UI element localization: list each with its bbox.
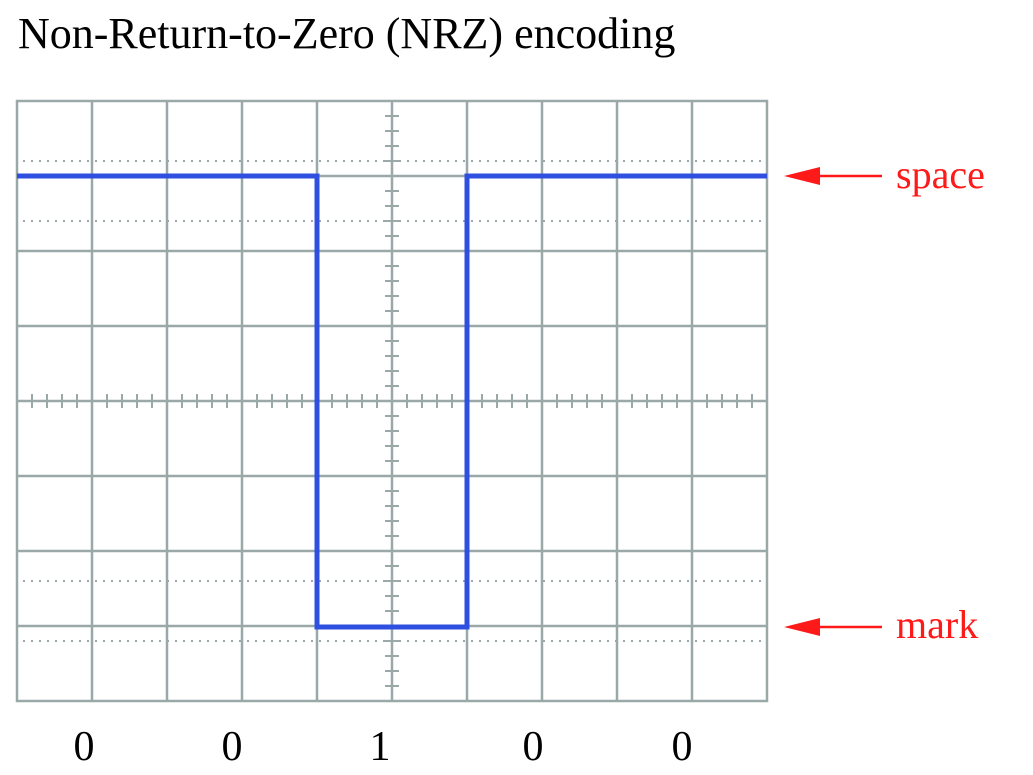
center-ticks <box>31 115 753 687</box>
bit-label: 0 <box>672 724 693 770</box>
mark-annotation: mark <box>784 602 978 647</box>
space-label: space <box>896 152 985 197</box>
diagram-title: Non-Return-to-Zero (NRZ) encoding <box>18 9 676 58</box>
bit-label: 1 <box>370 724 391 770</box>
nrz-signal-trace <box>17 173 767 630</box>
bit-label: 0 <box>74 724 95 770</box>
space-annotation: space <box>784 152 985 197</box>
space-arrow-head-icon <box>784 167 820 185</box>
bit-labels: 0 0 1 0 0 <box>74 724 693 770</box>
mark-label: mark <box>896 602 978 647</box>
bit-label: 0 <box>523 724 544 770</box>
bit-label: 0 <box>222 724 243 770</box>
mark-arrow-head-icon <box>784 618 820 636</box>
